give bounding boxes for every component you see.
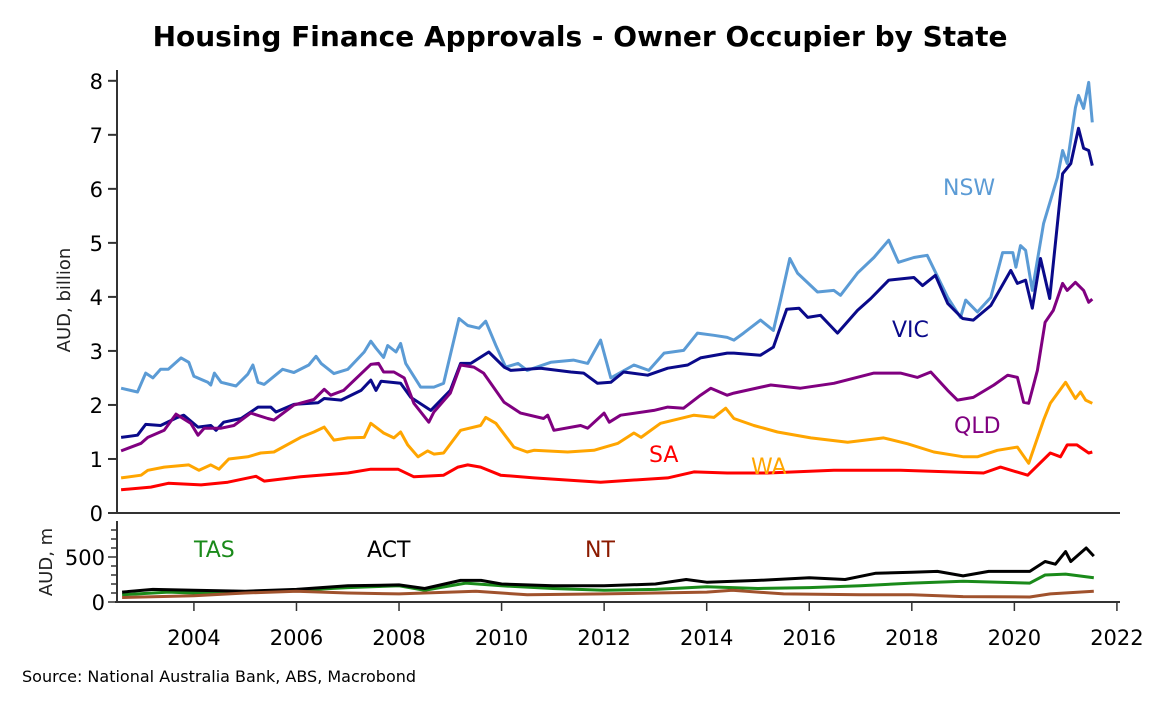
- y-tick-label: 0: [90, 502, 103, 526]
- x-tick-label: 2020: [988, 626, 1041, 650]
- x-tick-label: 2012: [577, 626, 630, 650]
- y-tick-label: 5: [90, 232, 103, 256]
- source-note: Source: National Australia Bank, ABS, Ma…: [22, 667, 417, 686]
- x-tick-label: 2018: [885, 626, 938, 650]
- series-line-vic: [120, 126, 1094, 439]
- series-label-vic: VIC: [892, 318, 929, 343]
- series-label-tas: TAS: [193, 538, 235, 563]
- x-tick-label: 2022: [1090, 626, 1143, 650]
- x-tick-label: 2010: [475, 626, 528, 650]
- x-tick-label: 2006: [270, 626, 323, 650]
- series-label-sa: SA: [649, 443, 678, 468]
- bottom-y-axis-label: AUD, m: [36, 528, 57, 596]
- y-tick-label: 8: [90, 70, 103, 94]
- series-label-act: ACT: [367, 538, 411, 563]
- y-tick-label: 3: [90, 340, 103, 364]
- top-panel-axes: 0 1 2 3 4 5 6 7 8: [90, 70, 1120, 526]
- series-line-nt: [122, 588, 1094, 599]
- bottom-panel-axes: 0 500 2004 2006 2008 2010 2012 2014 2016 2018 2020…: [65, 521, 1144, 650]
- bottom-panel-series: [121, 546, 1095, 599]
- series-label-qld: QLD: [954, 414, 1001, 439]
- series-label-nsw: NSW: [943, 176, 995, 201]
- y-tick-label: 6: [90, 178, 103, 202]
- series-label-wa: WA: [751, 455, 787, 480]
- y-tick-label: 500: [65, 546, 105, 570]
- chart-title: Housing Finance Approvals - Owner Occupi…: [152, 20, 1008, 53]
- y-tick-label: 0: [92, 591, 105, 615]
- series-line-qld: [120, 280, 1094, 453]
- y-tick-label: 7: [90, 124, 103, 148]
- x-tick-label: 2014: [680, 626, 733, 650]
- x-tick-label: 2008: [372, 626, 425, 650]
- x-tick-label: 2016: [783, 626, 836, 650]
- x-tick-label: 2004: [167, 626, 220, 650]
- y-tick-label: 1: [90, 448, 103, 472]
- series-line-wa: [120, 380, 1093, 480]
- y-tick-label: 4: [90, 286, 103, 310]
- y-tick-label: 2: [90, 394, 103, 418]
- series-line-nsw: [120, 80, 1094, 394]
- top-panel-series: [120, 80, 1094, 492]
- top-y-axis-label: AUD, billion: [54, 248, 75, 353]
- series-line-sa: [120, 443, 1093, 492]
- series-line-act: [121, 546, 1095, 594]
- series-label-nt: NT: [585, 538, 615, 563]
